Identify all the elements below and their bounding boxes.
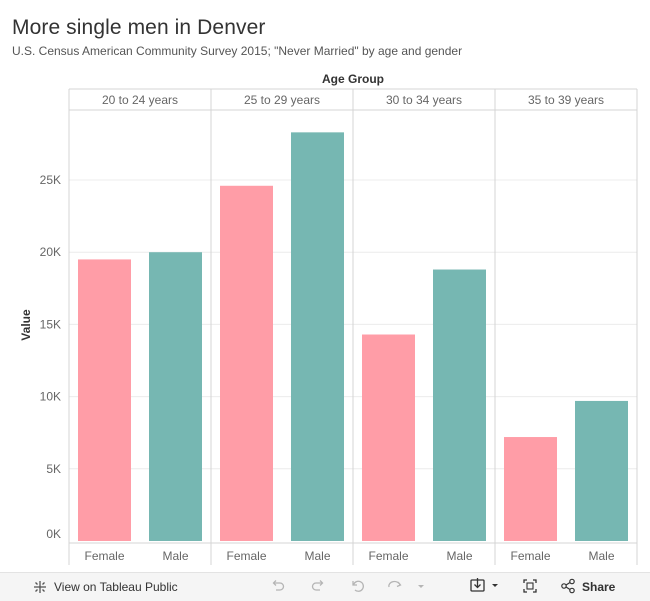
bar-female bbox=[220, 185, 273, 541]
y-tick-label: 5K bbox=[46, 462, 61, 476]
tableau-toolbar: View on Tableau Public Share bbox=[0, 572, 650, 601]
group-header-label: 35 to 39 years bbox=[528, 93, 604, 107]
bar-male bbox=[433, 269, 486, 541]
y-tick-label: 10K bbox=[40, 390, 61, 404]
redo-icon bbox=[310, 578, 326, 597]
x-tick-label: Female bbox=[368, 549, 408, 563]
share-icon bbox=[560, 578, 576, 597]
y-tick-label: 0K bbox=[46, 527, 61, 541]
undo-button[interactable] bbox=[268, 577, 288, 597]
redo-button[interactable] bbox=[308, 577, 328, 597]
revert-icon bbox=[350, 578, 366, 597]
bar-male bbox=[149, 252, 202, 541]
bar-female bbox=[362, 334, 415, 541]
bar-chart: Age Group 0K 5K 10K 15K 20K 25K Value 20 to 24 y… bbox=[19, 72, 638, 565]
x-tick-label: Female bbox=[84, 549, 124, 563]
x-tick-label: Male bbox=[446, 549, 472, 563]
bar-female bbox=[504, 437, 557, 541]
chart-title: More single men in Denver bbox=[12, 16, 266, 39]
undo-icon bbox=[270, 578, 286, 597]
download-button[interactable] bbox=[468, 577, 504, 597]
view-on-tableau-label: View on Tableau Public bbox=[54, 580, 178, 594]
tableau-logo-icon bbox=[32, 579, 48, 595]
bar-male bbox=[575, 400, 628, 541]
share-label: Share bbox=[582, 580, 616, 594]
bar-female bbox=[78, 259, 131, 541]
group-header-label: 30 to 34 years bbox=[386, 93, 462, 107]
y-tick-label: 25K bbox=[40, 173, 61, 187]
chart-subtitle: U.S. Census American Community Survey 20… bbox=[12, 44, 463, 58]
fullscreen-icon bbox=[522, 578, 538, 597]
x-tick-label: Male bbox=[304, 549, 330, 563]
group-header-label: 20 to 24 years bbox=[102, 93, 178, 107]
revert-button[interactable] bbox=[348, 577, 368, 597]
bar-male bbox=[291, 132, 344, 541]
y-axis-label: Value bbox=[19, 309, 33, 341]
y-tick-label: 15K bbox=[40, 317, 61, 331]
x-tick-label: Male bbox=[162, 549, 188, 563]
refresh-button[interactable] bbox=[384, 577, 428, 597]
share-button[interactable]: Share bbox=[560, 577, 615, 597]
column-header-title: Age Group bbox=[322, 72, 384, 86]
download-icon bbox=[469, 577, 503, 598]
x-tick-label: Male bbox=[588, 549, 614, 563]
view-on-tableau-public-link[interactable]: View on Tableau Public bbox=[32, 579, 178, 595]
y-tick-label: 20K bbox=[40, 245, 61, 259]
refresh-icon bbox=[386, 578, 426, 597]
fullscreen-button[interactable] bbox=[520, 577, 540, 597]
x-tick-label: Female bbox=[510, 549, 550, 563]
x-tick-label: Female bbox=[226, 549, 266, 563]
group-header-label: 25 to 29 years bbox=[244, 93, 320, 107]
